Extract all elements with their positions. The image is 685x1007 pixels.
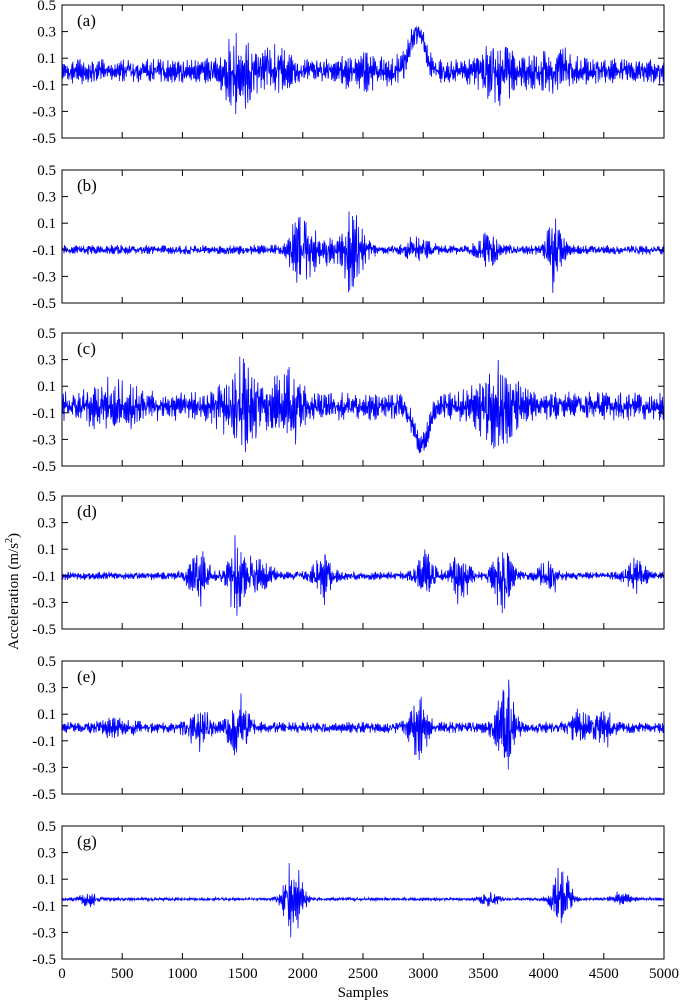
x-tick-label: 5000: [649, 966, 679, 982]
panel-a-label: (a): [77, 11, 96, 30]
panel-e-y-tick-label: 0.1: [37, 707, 56, 723]
panel-b-y-tick-label: -0.5: [32, 296, 56, 312]
panel-c-y-tick-label: 0.3: [37, 353, 56, 369]
panel-a-y-tick-label: -0.5: [32, 131, 56, 147]
panel-g-y-tick-label: 0.1: [37, 872, 56, 888]
x-tick-label: 1000: [167, 966, 197, 982]
panel-a-y-tick-label: 0.1: [37, 51, 56, 67]
x-tick-label: 1500: [228, 966, 258, 982]
x-axis-title: Samples: [338, 985, 389, 1001]
panel-d-y-tick-label: -0.5: [32, 622, 56, 638]
panel-c-y-tick-label: -0.3: [32, 432, 56, 448]
x-tick-label: 0: [58, 966, 66, 982]
panel-a-y-tick-label: -0.3: [32, 104, 56, 120]
panel-b-y-tick-label: 0.3: [37, 190, 56, 206]
panel-a-y-tick-label: 0.3: [37, 25, 56, 41]
panel-a-series-line: [61, 26, 665, 115]
panel-c-label: (c): [77, 339, 96, 358]
panel-e-label: (e): [77, 667, 96, 686]
panel-b-y-tick-label: 0.5: [37, 163, 56, 179]
panel-b-frame: [61, 169, 665, 304]
panel-g-y-tick-label: 0.5: [37, 819, 56, 835]
panel-d-label: (d): [77, 502, 97, 521]
panel-d-frame: [61, 495, 665, 630]
panel-d-y-tick-label: 0.1: [37, 542, 56, 558]
x-tick-label: 500: [111, 966, 134, 982]
panel-d-y-tick-label: 0.3: [37, 516, 56, 532]
panel-g-y-tick-label: -0.3: [32, 925, 56, 941]
panel-d-y-tick-label: -0.3: [32, 595, 56, 611]
panel-c-y-tick-label: 0.1: [37, 379, 56, 395]
panel-e-y-tick-label: -0.1: [32, 734, 56, 750]
panel-e-y-tick-label: -0.3: [32, 760, 56, 776]
panel-g-label: (g): [77, 832, 97, 851]
x-tick-label: 3500: [468, 966, 498, 982]
panel-b-label: (b): [77, 176, 97, 195]
panel-b-series-line: [61, 211, 665, 293]
panel-c-y-tick-label: 0.5: [37, 326, 56, 342]
panel-g-y-tick-label: -0.1: [32, 899, 56, 915]
x-tick-label: 3000: [408, 966, 438, 982]
x-tick-label: 4000: [529, 966, 559, 982]
panel-b-y-tick-label: -0.3: [32, 269, 56, 285]
x-tick-label: 2500: [348, 966, 378, 982]
y-axis-title-text: Acceleration (m/s: [6, 542, 22, 650]
y-axis-title-sup: 2: [4, 537, 15, 543]
panel-c-y-tick-label: -0.1: [32, 406, 56, 422]
panel-g-frame: [61, 825, 665, 960]
panel-d-series-line: [61, 535, 665, 616]
panel-b-y-tick-label: -0.1: [32, 243, 56, 259]
panel-g-y-tick-label: -0.5: [32, 952, 56, 968]
panel-b-y-tick-label: 0.1: [37, 216, 56, 232]
x-tick-label: 2000: [288, 966, 318, 982]
panel-a-y-tick-label: -0.1: [32, 78, 56, 94]
y-axis-title-tail: ): [6, 532, 22, 538]
panel-d-y-tick-label: -0.1: [32, 569, 56, 585]
panel-e-y-tick-label: 0.3: [37, 681, 56, 697]
panel-d-y-tick-label: 0.5: [37, 489, 56, 505]
panel-c-series-line: [61, 356, 665, 454]
y-axis-title: Acceleration (m/s2): [4, 533, 23, 650]
panel-g-y-tick-label: 0.3: [37, 846, 56, 862]
panel-e-y-tick-label: 0.5: [37, 654, 56, 670]
panel-g-series-line: [61, 863, 665, 938]
panel-e-y-tick-label: -0.5: [32, 787, 56, 803]
x-tick-label: 4500: [589, 966, 619, 982]
panel-a-y-tick-label: 0.5: [37, 0, 56, 14]
panel-e-series-line: [61, 679, 665, 770]
panel-c-y-tick-label: -0.5: [32, 459, 56, 475]
